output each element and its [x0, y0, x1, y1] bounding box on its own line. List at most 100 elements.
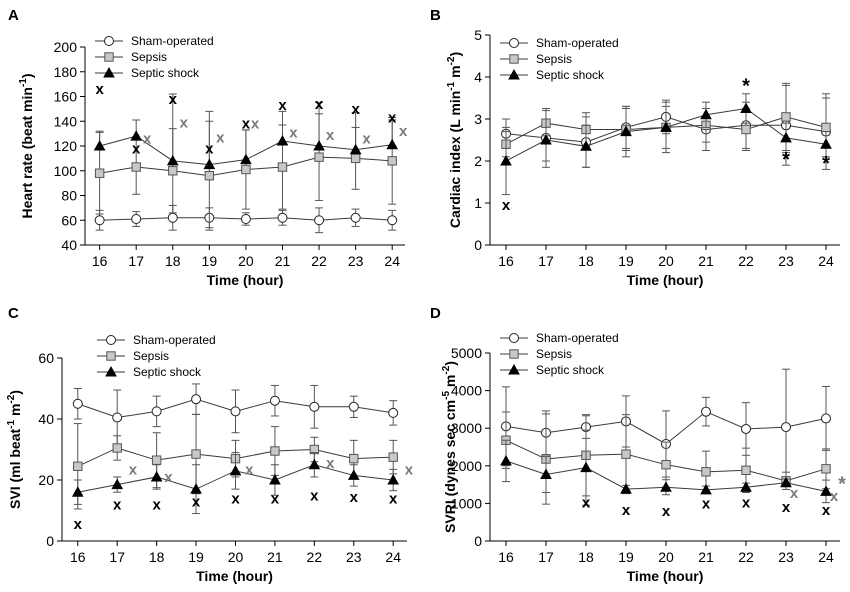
significance-mark: x [830, 488, 839, 505]
x-tick-label: 18 [578, 549, 594, 565]
y-tick-label: 0 [474, 533, 482, 549]
x-tick-label: 17 [128, 253, 144, 269]
data-point [112, 443, 122, 453]
data-point [204, 171, 215, 181]
data-point [72, 398, 83, 409]
data-point [701, 406, 711, 417]
legend-label: Sepsis [536, 347, 572, 361]
data-point [151, 406, 162, 417]
data-point [740, 102, 752, 113]
x-tick-label: 17 [109, 549, 125, 565]
data-point [821, 413, 831, 424]
data-point [167, 212, 178, 223]
data-point [740, 481, 752, 492]
significance-mark: x [231, 490, 240, 507]
y-tick-label: 160 [54, 89, 78, 105]
significance-mark: x [315, 96, 324, 113]
y-tick-label: 3000 [451, 420, 482, 436]
x-tick-label: 20 [228, 549, 244, 565]
x-tick-label: 18 [578, 253, 594, 269]
data-point [313, 139, 325, 151]
y-axis-label: Cardiac index (L min-1 m-2) [446, 52, 463, 228]
x-tick-label: 24 [818, 253, 834, 269]
x-tick-label: 21 [698, 549, 714, 565]
significance-mark: x [622, 502, 631, 519]
data-point [94, 168, 105, 178]
data-point [661, 459, 671, 470]
legend-item: Septic shock [95, 66, 200, 80]
legend-label: Septic shock [133, 365, 202, 379]
x-tick-label: 20 [658, 253, 674, 269]
data-point [500, 154, 512, 166]
x-tick-label: 23 [778, 549, 794, 565]
significance-mark: * [742, 76, 750, 98]
x-tick-label: 23 [348, 253, 364, 269]
legend: Sham-operated Sepsis Septic shock [97, 333, 216, 379]
significance-mark: x [326, 455, 335, 472]
data-point [94, 215, 105, 226]
x-tick-label: 21 [267, 549, 283, 565]
panel-label: B [430, 7, 441, 24]
panel-label: A [8, 7, 19, 24]
data-point [230, 406, 241, 417]
data-point [241, 164, 251, 175]
data-point [741, 423, 751, 434]
y-tick-label: 0 [46, 533, 54, 549]
data-point [73, 461, 83, 471]
x-tick-label: 16 [92, 253, 108, 269]
significance-mark: x [95, 81, 104, 98]
significance-mark: x [152, 496, 161, 513]
data-point [240, 214, 251, 225]
y-tick-label: 5000 [451, 345, 482, 361]
data-point [580, 140, 592, 151]
legend-item: Sepsis [95, 50, 167, 64]
data-point [621, 449, 631, 459]
significance-mark: x [326, 127, 335, 144]
y-tick-label: 2000 [451, 458, 482, 474]
significance-mark: x [350, 489, 359, 506]
significance-mark: x [388, 110, 397, 127]
significance-mark: x [129, 461, 138, 478]
significance-mark: x [205, 140, 214, 157]
y-tick-label: 100 [54, 163, 78, 179]
significance-mark: x [351, 101, 360, 118]
significance-mark: * [822, 153, 830, 175]
x-tick-label: 19 [202, 253, 218, 269]
data-point [347, 469, 360, 480]
x-tick-label: 22 [307, 549, 323, 565]
y-tick-label: 60 [38, 350, 54, 366]
x-tick-label: 22 [311, 253, 327, 269]
x-tick-label: 16 [498, 253, 514, 269]
data-point [240, 153, 252, 165]
data-point [130, 130, 143, 141]
data-point [349, 453, 359, 464]
significance-mark: x [216, 129, 225, 146]
significance-mark: x [702, 495, 711, 512]
data-point [308, 458, 321, 470]
x-tick-label: 19 [618, 253, 634, 269]
data-point [150, 470, 163, 482]
significance-mark: x [180, 114, 189, 131]
y-tick-label: 60 [61, 212, 77, 228]
data-point [500, 454, 512, 466]
data-point [350, 153, 361, 164]
significance-mark: x [389, 490, 398, 507]
legend-item: Sham-operated [500, 331, 619, 345]
y-axis-label: SVRI (dynes sec cm-5 m-2) [441, 361, 458, 533]
y-tick-label: 120 [54, 138, 78, 154]
legend-label: Sepsis [131, 50, 167, 64]
data-point [166, 154, 179, 166]
data-point [540, 133, 552, 145]
legend-marker [104, 52, 114, 62]
legend-marker [509, 54, 519, 64]
x-tick-label: 23 [778, 253, 794, 269]
x-tick-label: 17 [538, 253, 554, 269]
significance-mark: x [169, 91, 178, 108]
legend: Sham-operated Sepsis Septic shock [500, 331, 619, 377]
y-tick-label: 4000 [451, 383, 482, 399]
data-point [348, 401, 359, 412]
data-point [229, 464, 242, 476]
data-point [781, 422, 791, 433]
y-tick-label: 5 [474, 27, 482, 43]
